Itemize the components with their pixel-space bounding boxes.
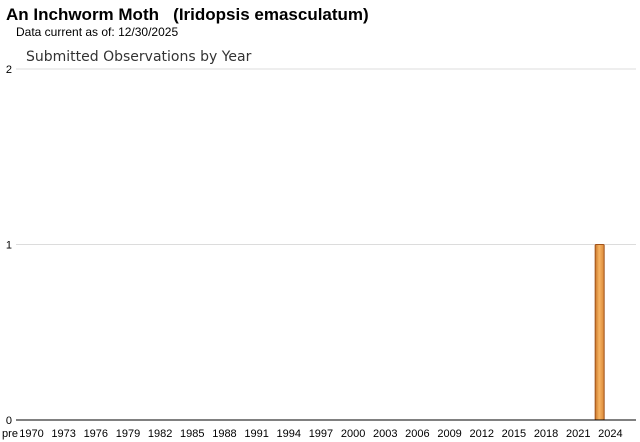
chart-title: Submitted Observations by Year	[26, 49, 252, 65]
x-tick-label: 1976	[84, 428, 108, 440]
x-tick-label: 1985	[180, 428, 204, 440]
species-common-name: An Inchworm Moth	[6, 5, 159, 24]
bar-2023[interactable]	[594, 244, 605, 421]
data-current-label: Data current as of:	[16, 25, 115, 39]
x-tick-label: 2000	[341, 428, 365, 440]
data-current-date: 12/30/2025	[118, 25, 179, 39]
data-current-line: Data current as of: 12/30/2025	[16, 25, 178, 39]
x-tick-label: 2003	[373, 428, 397, 440]
y-tick-label: 0	[6, 415, 12, 427]
y-tick-label: 2	[6, 64, 12, 76]
grid-lines	[16, 68, 636, 245]
x-tick-label: 1979	[116, 428, 140, 440]
x-axis-labels: pre 1970 1973 1976 1979 1982 1985 1988 1991 1994 1…	[2, 428, 623, 440]
x-tick-label: 2024	[598, 428, 622, 440]
x-tick-label: 2021	[566, 428, 590, 440]
x-tick-label: 2018	[534, 428, 558, 440]
x-tick-label: 1997	[309, 428, 333, 440]
x-tick-label: 1982	[148, 428, 172, 440]
x-tick-label: 1991	[244, 428, 268, 440]
x-tick-label: 2012	[469, 428, 493, 440]
x-tick-label: 1988	[212, 428, 236, 440]
x-tick-label: 2009	[437, 428, 461, 440]
page-title: An Inchworm Moth (Iridopsis emasculatum)	[6, 5, 369, 25]
x-tick-label: 1973	[51, 428, 75, 440]
x-tick-label: 2006	[405, 428, 429, 440]
species-scientific-name: (Iridopsis emasculatum)	[173, 5, 369, 24]
x-tick-label: pre	[2, 428, 18, 440]
x-tick-label: 1970	[19, 428, 43, 440]
bars	[594, 244, 605, 421]
x-tick-label: 1994	[277, 428, 301, 440]
y-axis-labels: 0 1 2	[6, 64, 12, 427]
y-tick-label: 1	[6, 240, 12, 252]
x-tick-label: 2015	[502, 428, 526, 440]
